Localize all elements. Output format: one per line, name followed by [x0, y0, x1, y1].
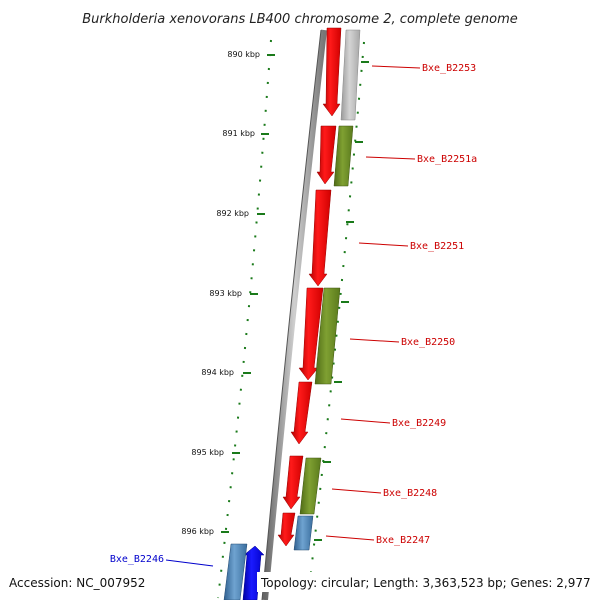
feature-block-green[interactable] [299, 457, 322, 515]
gene-arrow-bxe-b2253[interactable] [322, 27, 342, 117]
feature-block-steel[interactable] [293, 515, 314, 551]
scale-tick-label: 896 kbp [181, 527, 214, 536]
scale-tick-label: 893 kbp [209, 289, 242, 298]
footer-accession-bg [5, 572, 155, 592]
gene-labels: Bxe_B2253 Bxe_B2251a Bxe_B2251 Bxe_B2250… [110, 63, 477, 567]
scale-tick-label: 892 kbp [216, 209, 249, 218]
leader-line [331, 488, 382, 494]
gene-label[interactable]: Bxe_B2246 [110, 554, 164, 565]
feature-block-green[interactable] [333, 125, 354, 187]
leader-line [340, 418, 391, 424]
gene-arrow-bxe-b2251a[interactable] [316, 125, 337, 185]
gene-arrow-bxe-b2249[interactable] [290, 381, 313, 445]
feature-block-green[interactable] [314, 287, 341, 385]
gene-label[interactable]: Bxe_B2247 [376, 535, 430, 546]
genome-backbone-edge [261, 29, 322, 600]
accession-text: Accession: NC_007952 [9, 576, 145, 590]
scale-tick-label: 895 kbp [191, 448, 224, 457]
gene-label[interactable]: Bxe_B2251 [410, 241, 464, 252]
gene-arrow-bxe-b2248[interactable] [282, 455, 304, 510]
gene-label[interactable]: Bxe_B2250 [401, 337, 455, 348]
leader-line [358, 242, 409, 247]
gene-label[interactable]: Bxe_B2248 [383, 488, 437, 499]
feature-ticks [314, 61, 369, 541]
leader-line [165, 559, 214, 567]
gene-label[interactable]: Bxe_B2251a [417, 154, 477, 165]
feature-track [223, 29, 361, 600]
gene-arrow-bxe-b2250[interactable] [298, 287, 324, 381]
cds-forward-track [277, 27, 342, 547]
leader-line [325, 535, 375, 541]
map-title: Burkholderia xenovorans LB400 chromosome… [82, 12, 518, 27]
scale-tick-label: 891 kbp [222, 129, 255, 138]
scale-tick-label: 894 kbp [201, 368, 234, 377]
feature-block-steel[interactable] [223, 543, 248, 600]
genome-summary-text: Topology: circular; Length: 3,363,523 bp… [260, 576, 591, 590]
genome-backbone [262, 29, 327, 600]
footer-summary-bg [257, 572, 595, 592]
gene-arrow-bxe-b2251[interactable] [308, 189, 332, 287]
gene-label[interactable]: Bxe_B2249 [392, 418, 446, 429]
scale-ticks: 890 kbp 891 kbp 892 kbp 893 kbp 894 kbp … [181, 50, 275, 536]
leader-line [349, 338, 400, 343]
leader-line [371, 65, 421, 69]
gene-label[interactable]: Bxe_B2253 [422, 63, 476, 74]
leader-line [365, 156, 416, 160]
scale-tick-label: 890 kbp [227, 50, 260, 59]
feature-block-gray[interactable] [340, 29, 361, 121]
scale-dotted-line [217, 39, 272, 599]
gene-arrow-bxe-b2247[interactable] [277, 512, 296, 547]
